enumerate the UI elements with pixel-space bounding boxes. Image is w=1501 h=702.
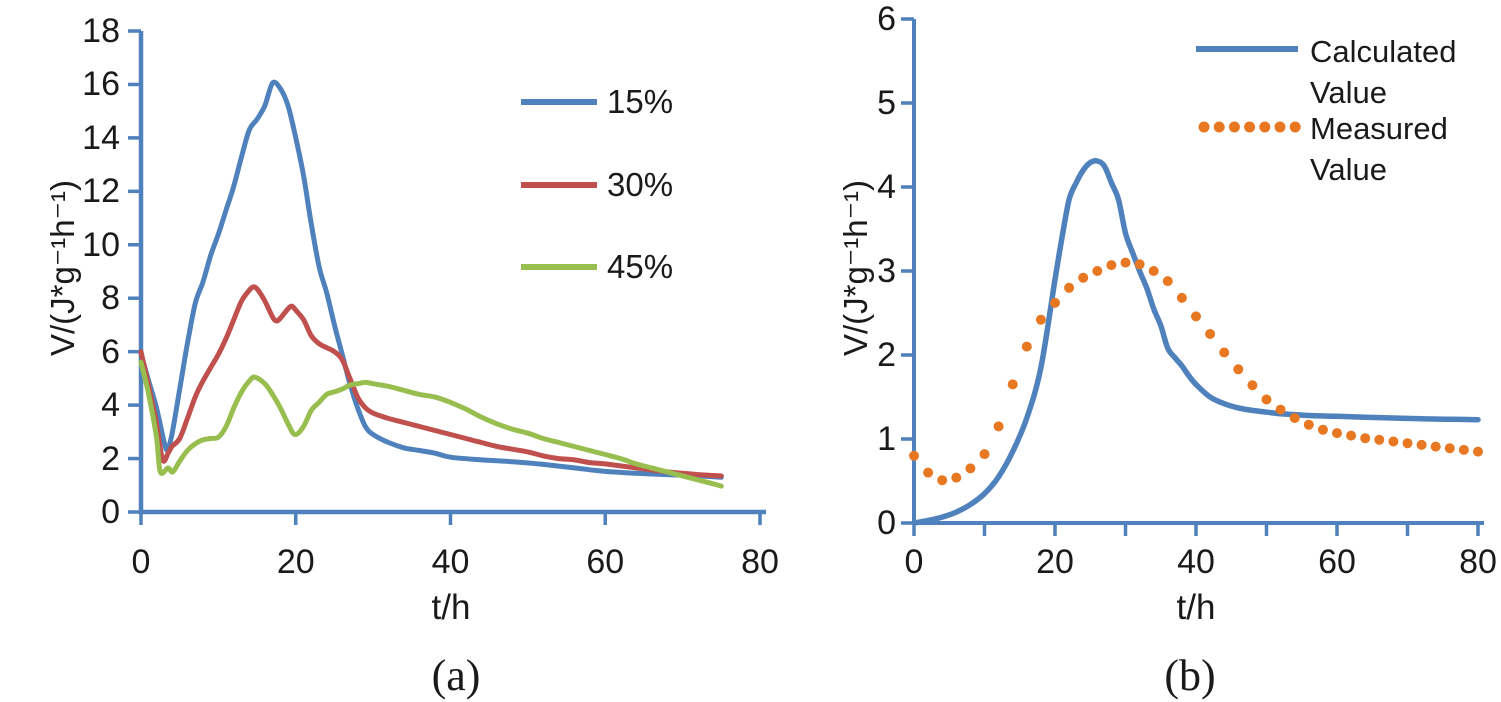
panel-a-caption: (a) [431,651,481,700]
series-dot-Measured Value [1360,433,1371,444]
x-tick-label: 40 [1177,543,1215,581]
legend-item-label: 30% [607,166,674,203]
series-dot-Measured Value [1219,347,1230,358]
series-dot-Measured Value [1430,441,1441,452]
series-dot-Measured Value [1176,292,1187,303]
series-dot-Measured Value [909,450,919,461]
series-dot-Measured Value [1374,434,1385,445]
series-dot-Measured Value [1162,276,1173,287]
legend-sample-Measured Value [1244,121,1256,133]
series-dot-Measured Value [1388,436,1399,447]
series-dot-Measured Value [1120,257,1131,268]
series-line-30% [138,284,724,479]
y-tick-label: 12 [82,172,120,211]
y-tick-label: 5 [877,84,896,122]
series-dot-Measured Value [1134,259,1145,270]
series-dot-Measured Value [1332,428,1342,439]
series-dot-Measured Value [1416,439,1427,450]
series-dot-Measured Value [1021,341,1032,352]
legend-item-label: 15% [607,83,674,120]
series-dot-Measured Value [1148,266,1159,276]
legend-sample-Measured Value [1289,121,1301,133]
series-dot-Measured Value [1233,364,1244,375]
series-dot-Measured Value [1078,272,1089,283]
y-tick-label: 18 [82,12,120,50]
legend-sample-Measured Value [1259,121,1271,133]
series-dot-Measured Value [1205,329,1216,339]
series-dot-Measured Value [1275,404,1286,415]
legend-sample-Measured Value [1228,121,1240,133]
y-tick-label: 1 [877,420,896,458]
series-dot-Measured Value [1247,380,1258,391]
series-dot-Measured Value [965,463,976,474]
legend-sample-Measured Value [1213,121,1225,133]
y-tick-label: 0 [877,504,896,542]
x-tick-label: 60 [586,543,625,581]
x-tick-label: 80 [1459,543,1497,581]
series-dot-Measured Value [1050,297,1060,308]
y-tick-label: 2 [877,336,896,374]
y-tick-label: 6 [101,332,120,371]
series-dot-Measured Value [951,472,962,483]
y-tick-label: 0 [101,493,120,531]
series-dot-Measured Value [1092,266,1103,276]
y-tick-label: 10 [82,225,120,264]
y-tick-label: 8 [101,279,120,318]
x-tick-label: 60 [1318,543,1356,581]
x-tick-label: 0 [904,543,924,581]
panel-(a) [128,29,766,525]
series-dot-Measured Value [1261,394,1272,405]
y-tick-label: 3 [877,252,896,290]
series-dot-Measured Value [1035,314,1046,325]
y-tick-label: 6 [877,0,896,38]
legend-sample-Measured Value [1274,121,1286,133]
series-dot-Measured Value [1007,379,1018,390]
series-dot-Measured Value [1473,446,1483,457]
x-tick-label: 40 [431,543,470,581]
series-dot-Measured Value [1346,430,1357,441]
y-tick-label: 4 [101,386,120,425]
y-tick-label: 4 [877,168,896,206]
x-tick-label: 20 [276,543,315,581]
series-dot-Measured Value [1402,438,1413,449]
panel-(b) [901,17,1484,536]
series-dot-Measured Value [1064,282,1075,293]
series-dot-Measured Value [1303,419,1314,430]
y-tick-label: 16 [82,65,120,104]
series-dot-Measured Value [979,449,990,460]
legend-item-label: Calculated Value [1310,34,1457,110]
series-dot-Measured Value [1289,413,1300,423]
series-line-45% [138,359,724,489]
panel-a-x-axis-label: t/h [431,588,471,627]
series-dot-Measured Value [1191,311,1201,322]
series-dot-Measured Value [1317,424,1328,435]
x-tick-label: 0 [131,543,151,581]
legend-item-label: 45% [607,248,674,285]
series-dot-Measured Value [1458,444,1469,455]
x-tick-label: 20 [1036,543,1074,581]
series-dot-Measured Value [1106,260,1117,271]
y-tick-label: 14 [82,118,120,157]
series-dot-Measured Value [993,421,1004,432]
series-dot-Measured Value [937,475,948,486]
legend-item-label: Measured Value [1310,111,1448,187]
legend-sample-Measured Value [1198,121,1210,133]
series-line-Calculated Value [911,158,1481,526]
x-tick-label: 80 [741,543,779,581]
series-line-15% [138,79,724,480]
panel-b-x-axis-label: t/h [1176,588,1216,627]
panel-b-caption: (b) [1164,651,1216,700]
series-dot-Measured Value [1444,443,1455,454]
series-dot-Measured Value [923,467,934,478]
y-tick-label: 2 [101,439,120,478]
